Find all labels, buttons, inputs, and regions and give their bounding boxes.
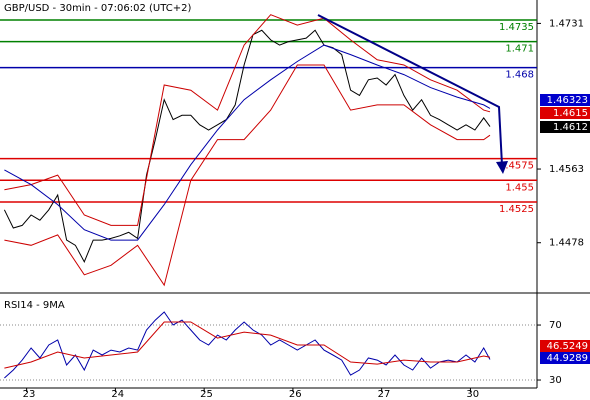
price-label: 46.5249 (547, 341, 588, 352)
x-tick-label: 23 (23, 389, 36, 400)
series-line (4, 311, 491, 379)
series-line (4, 64, 491, 287)
level-label: 1.471 (505, 44, 534, 55)
price-label: 1.4612 (553, 122, 588, 133)
level-label: 1.4575 (499, 161, 534, 172)
y-tick-label: 1.4731 (549, 18, 584, 29)
y-tick-label: 30 (549, 375, 562, 386)
level-label: 1.4525 (499, 204, 534, 215)
x-tick-label: 27 (378, 389, 391, 400)
trend-arrow (317, 14, 503, 166)
y-tick-label: 1.4563 (549, 164, 584, 175)
price-label: 1.4615 (553, 108, 588, 119)
chart-title: GBP/USD - 30min - 07:06:02 (UTC+2) (4, 3, 191, 14)
rsi-title: RSI14 - 9MA (4, 300, 65, 311)
price-label: 44.9289 (547, 353, 588, 364)
series-line (3, 29, 491, 263)
level-label: 1.455 (505, 182, 534, 193)
x-tick-label: 25 (200, 389, 213, 400)
price-box (540, 94, 590, 106)
price-box (540, 121, 590, 133)
y-tick-label: 70 (549, 320, 562, 331)
arrow-head (496, 161, 508, 174)
price-box (540, 340, 590, 352)
x-tick-label: 30 (466, 389, 479, 400)
price-label: 1.46323 (547, 95, 588, 106)
level-label: 1.4735 (499, 22, 534, 33)
x-tick-label: 26 (289, 389, 302, 400)
x-tick-label: 24 (111, 389, 124, 400)
series-line (4, 44, 491, 241)
price-box (540, 352, 590, 364)
price-box (540, 107, 590, 119)
level-label: 1.468 (505, 70, 534, 81)
series-line (4, 14, 491, 226)
y-tick-label: 1.4478 (549, 238, 584, 249)
series-line (4, 321, 491, 369)
